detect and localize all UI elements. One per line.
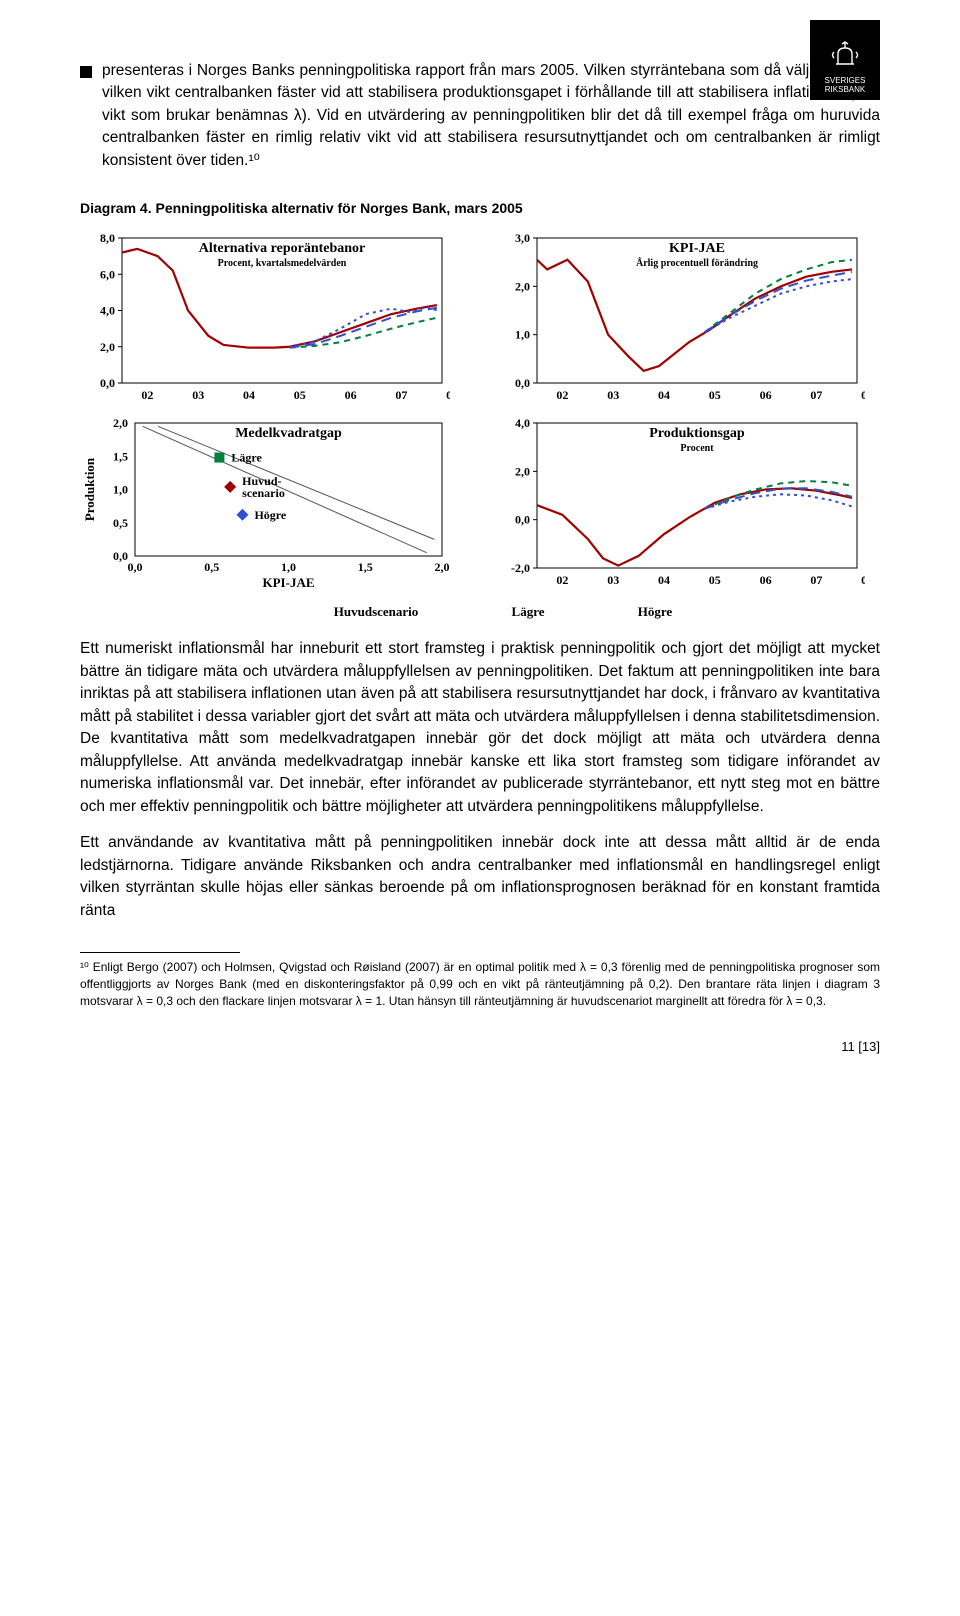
diagram-title: Diagram 4. Penningpolitiska alternativ f… xyxy=(80,200,880,216)
svg-text:05: 05 xyxy=(294,388,306,402)
svg-text:KPI-JAE: KPI-JAE xyxy=(263,575,315,590)
footnote-text: ¹⁰ Enligt Bergo (2007) och Holmsen, Qvig… xyxy=(80,959,880,1009)
legend-hogre: Högre xyxy=(638,604,672,620)
svg-text:2,0: 2,0 xyxy=(435,560,450,574)
chart-mkg: 2,01,51,00,50,00,00,51,01,52,0LägreHuvud… xyxy=(80,415,465,590)
svg-text:1,5: 1,5 xyxy=(358,560,373,574)
svg-text:KPI-JAE: KPI-JAE xyxy=(669,241,725,256)
svg-text:4,0: 4,0 xyxy=(515,416,530,430)
svg-text:Lägre: Lägre xyxy=(231,451,262,465)
svg-text:2,0: 2,0 xyxy=(515,465,530,479)
svg-text:03: 03 xyxy=(607,388,619,402)
svg-text:07: 07 xyxy=(810,388,822,402)
footnote-separator xyxy=(80,952,240,953)
svg-text:02: 02 xyxy=(141,388,153,402)
chart-prodgap: 4,0 2,0 0,0 -2,0 02 03 04 05 06 07 08 Produktionsga… xyxy=(495,415,880,590)
svg-text:0,5: 0,5 xyxy=(204,560,219,574)
svg-text:4,0: 4,0 xyxy=(100,304,115,318)
svg-text:8,0: 8,0 xyxy=(100,231,115,245)
svg-text:08: 08 xyxy=(446,388,450,402)
svg-text:05: 05 xyxy=(709,388,721,402)
svg-text:2,0: 2,0 xyxy=(100,340,115,354)
chart-repo: 8,0 6,0 4,0 2,0 0,0 02 03 04 05 06 07 08 Alternativa… xyxy=(80,230,465,405)
svg-text:08: 08 xyxy=(861,573,865,587)
svg-text:3,0: 3,0 xyxy=(515,231,530,245)
svg-text:Medelkvadratgap: Medelkvadratgap xyxy=(235,426,342,441)
svg-text:03: 03 xyxy=(607,573,619,587)
svg-text:08: 08 xyxy=(861,388,865,402)
page-number: 11 [13] xyxy=(80,1039,880,1054)
svg-text:Årlig procentuell förändring: Årlig procentuell förändring xyxy=(636,257,758,269)
riksbank-logo: SVERIGES RIKSBANK xyxy=(810,20,880,100)
paragraph-3: Ett användande av kvantitativa mått på p… xyxy=(80,832,880,922)
svg-text:2,0: 2,0 xyxy=(515,280,530,294)
svg-text:Procent, kvartalsmedelvärden: Procent, kvartalsmedelvärden xyxy=(218,258,347,269)
svg-text:0,0: 0,0 xyxy=(128,560,143,574)
svg-text:1,0: 1,0 xyxy=(281,560,296,574)
svg-text:scenario: scenario xyxy=(242,486,285,500)
svg-text:06: 06 xyxy=(760,388,772,402)
svg-text:06: 06 xyxy=(760,573,772,587)
paragraph-2: Ett numeriskt inflationsmål har inneburi… xyxy=(80,638,880,818)
svg-text:04: 04 xyxy=(658,573,670,587)
svg-text:0,5: 0,5 xyxy=(113,516,128,530)
svg-text:0,0: 0,0 xyxy=(113,549,128,563)
legend-lagre: Lägre xyxy=(512,604,545,620)
svg-text:1,0: 1,0 xyxy=(515,328,530,342)
svg-text:Produktionsgap: Produktionsgap xyxy=(649,426,745,441)
svg-text:04: 04 xyxy=(658,388,670,402)
svg-text:1,0: 1,0 xyxy=(113,483,128,497)
svg-text:0,0: 0,0 xyxy=(100,376,115,390)
svg-text:1,5: 1,5 xyxy=(113,450,128,464)
svg-text:04: 04 xyxy=(243,388,255,402)
svg-text:02: 02 xyxy=(556,573,568,587)
svg-text:Alternativa reporäntebanor: Alternativa reporäntebanor xyxy=(199,241,366,256)
svg-text:05: 05 xyxy=(709,573,721,587)
svg-text:06: 06 xyxy=(345,388,357,402)
chart-kpi: 3,0 2,0 1,0 0,0 02 03 04 05 06 07 08 KPI-JAEÅrlig p… xyxy=(495,230,880,405)
svg-text:0,0: 0,0 xyxy=(515,376,530,390)
svg-text:Högre: Högre xyxy=(254,508,286,522)
top-paragraph: presenteras i Norges Banks penningpoliti… xyxy=(102,60,880,172)
bullet-marker xyxy=(80,66,92,78)
logo-text-2: RIKSBANK xyxy=(810,85,880,94)
svg-text:6,0: 6,0 xyxy=(100,268,115,282)
svg-text:07: 07 xyxy=(395,388,407,402)
svg-text:0,0: 0,0 xyxy=(515,513,530,527)
logo-text-1: SVERIGES xyxy=(810,76,880,85)
svg-text:Produktion: Produktion xyxy=(82,457,97,521)
svg-text:02: 02 xyxy=(556,388,568,402)
legend-huvud: Huvudscenario xyxy=(334,604,419,620)
svg-text:03: 03 xyxy=(192,388,204,402)
chart-legend: Huvudscenario Lägre Högre xyxy=(80,600,880,620)
svg-text:-2,0: -2,0 xyxy=(511,561,530,575)
svg-text:07: 07 xyxy=(810,573,822,587)
svg-text:2,0: 2,0 xyxy=(113,416,128,430)
svg-text:Procent: Procent xyxy=(680,443,714,454)
